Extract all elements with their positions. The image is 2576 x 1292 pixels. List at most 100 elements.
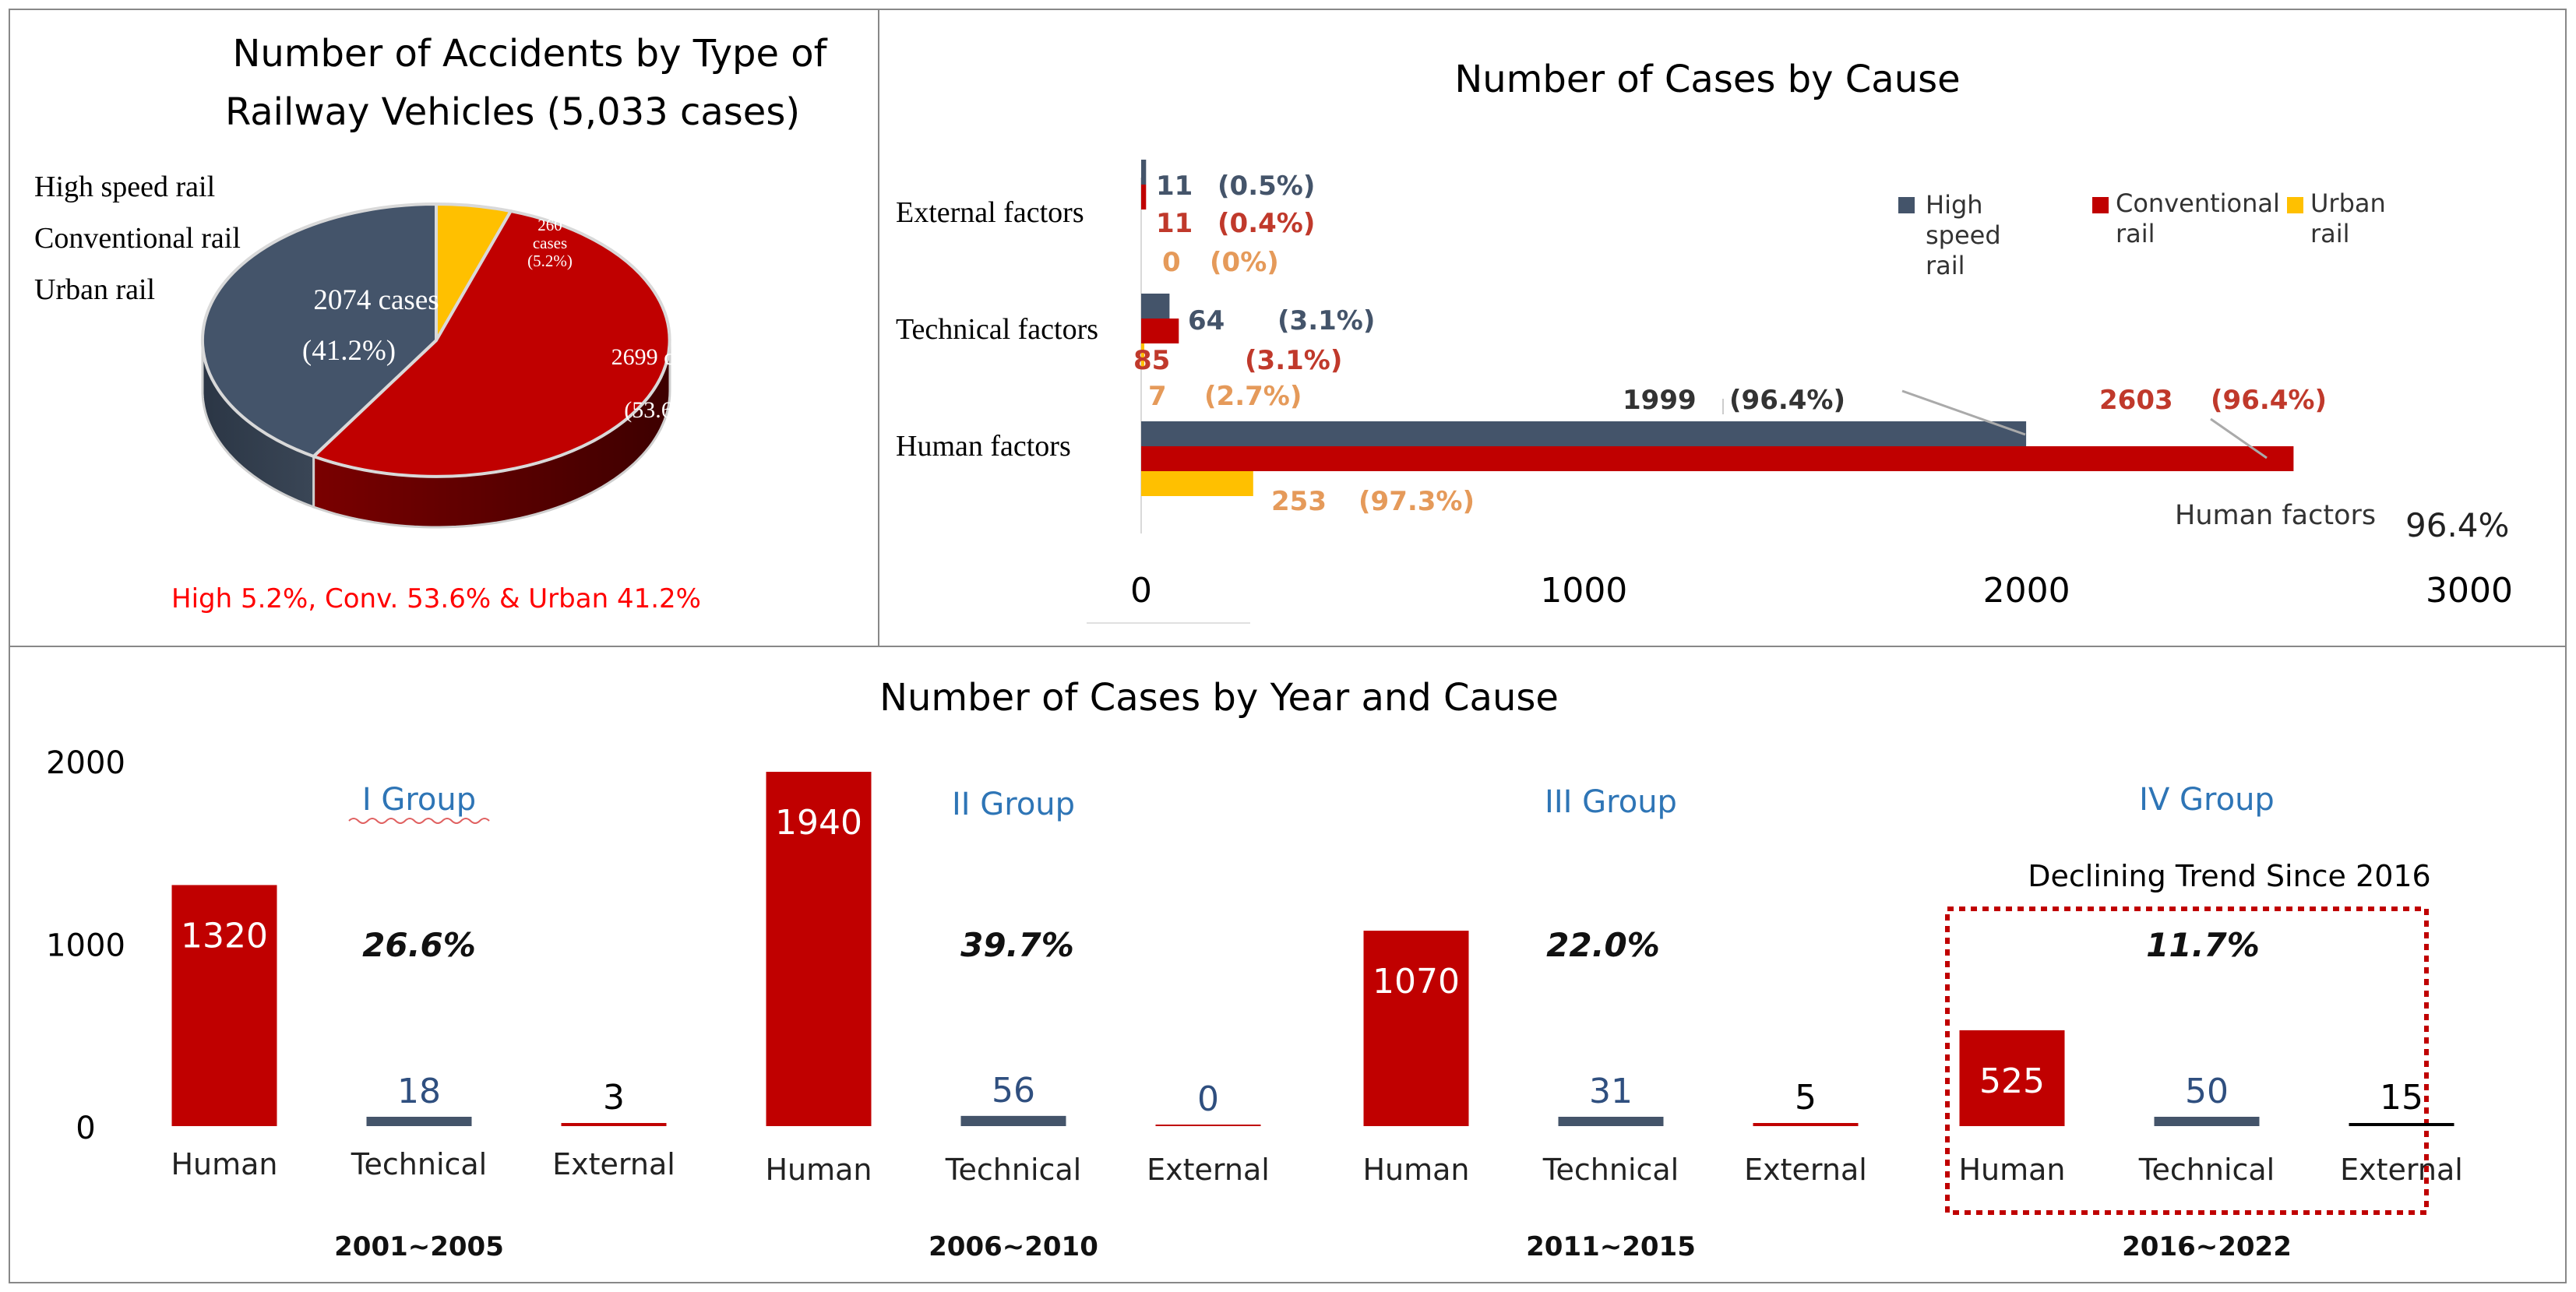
- hbar-legend-urban-1: Urban: [2310, 188, 2386, 218]
- vbar-bar-g1-external: [561, 1123, 667, 1126]
- vbar-category-g2-technical: Technical: [945, 1153, 1082, 1187]
- pie-legend-urban: Urban rail: [34, 273, 155, 306]
- hbar-legend-swatch-high: [1898, 197, 1915, 213]
- hbar-leader-conv: [2210, 417, 2268, 459]
- vbar-group-period-2: 2006~2010: [929, 1231, 1098, 1262]
- vbar-title: Number of Cases by Year and Cause: [879, 676, 1559, 720]
- pie-legend-conv: Conventional rail: [34, 222, 241, 255]
- vbar-value-g4-external: 15: [2380, 1078, 2423, 1118]
- vbar-category-g3-external: External: [1744, 1153, 1867, 1187]
- hbar-annotation-label: Human factors: [2175, 500, 2376, 531]
- vbar-value-g4-human: 525: [1979, 1061, 2045, 1101]
- hbar-title: Number of Cases by Cause: [1454, 58, 1960, 101]
- vbar-group-period-1: 2001~2005: [334, 1231, 504, 1262]
- vbar-bar-g1-technical: [366, 1117, 472, 1126]
- hbar-legend-high-1: High: [1926, 190, 1983, 220]
- vbar-value-g3-human: 1070: [1373, 962, 1460, 1002]
- hbar-external-conv-pct: (0.4%): [1218, 208, 1315, 239]
- vbar-value-g1-external: 3: [603, 1078, 625, 1118]
- hbar-category-human: Human factors: [896, 430, 1071, 463]
- vbar-group-period-4: 2016~2022: [2122, 1231, 2292, 1262]
- hbar-human-urban: [1141, 471, 1253, 496]
- vbar-group-share-4: 11.7%: [2146, 926, 2260, 964]
- pie-label-urban-2: cases: [533, 234, 567, 252]
- hbar-technical-high-pct: (3.1%): [1277, 305, 1375, 336]
- hbar-external-high-value: 11: [1156, 171, 1193, 202]
- hbar-external-urban-pct: (0%): [1210, 247, 1279, 278]
- hbar-human-conv-pct: (96.4%): [2211, 385, 2327, 416]
- pie-legend-high: High speed rail: [34, 171, 215, 203]
- vbar-group-title-4: IV Group: [2139, 782, 2275, 818]
- vbar-ytick-2000: 2000: [46, 745, 125, 781]
- hbar-xtick-2000: 2000: [1983, 571, 2070, 611]
- hbar-human-urban-value: 253: [1271, 486, 1327, 517]
- hbar-legend-swatch-conv: [2092, 197, 2109, 213]
- pie-note: High 5.2%, Conv. 53.6% & Urban 41.2%: [171, 583, 701, 614]
- hbar-legend-high-3: rail: [1926, 251, 1965, 280]
- vbar-bar-g4-technical: [2154, 1117, 2260, 1126]
- cause-bar-chart: Number of Cases by Cause External factor…: [896, 58, 2513, 624]
- hbar-leader-high: [1901, 389, 2026, 436]
- hbar-human-conv-value: 2603: [2099, 385, 2173, 416]
- vbar-category-g1-human: Human: [171, 1147, 277, 1181]
- hbar-legend-high-2: speed: [1926, 220, 2001, 250]
- hbar-external-high: [1141, 160, 1147, 185]
- hbar-technical-high-value: 64: [1188, 305, 1225, 336]
- vbar-bar-g4-external: [2349, 1123, 2454, 1126]
- hbar-technical-urban: [1141, 343, 1144, 368]
- vbar-bar-g3-technical: [1558, 1117, 1664, 1126]
- hbar-legend-conv-1: Conventional: [2116, 188, 2280, 218]
- vbar-category-g2-external: External: [1147, 1153, 1270, 1187]
- vbar-category-g4-human: Human: [1958, 1153, 2065, 1187]
- vbar-group-title-2: II Group: [952, 787, 1075, 822]
- hbar-human-high: [1141, 421, 2027, 446]
- year-cause-bar-chart: Number of Cases by Year and Cause Declin…: [46, 676, 2463, 1262]
- vbar-ytick-1000: 1000: [46, 928, 125, 964]
- hbar-human-urban-pct: (97.3%): [1358, 486, 1475, 517]
- vbar-bar-g2-external: [1155, 1125, 1261, 1126]
- pie-chart: Number of Accidents by Type of Railway V…: [34, 32, 828, 614]
- hbar-technical-conv-value: 85: [1133, 345, 1170, 376]
- pie-slice-conv: [312, 209, 671, 478]
- hbar-xtick-0: 0: [1130, 571, 1152, 611]
- vbar-ytick-0: 0: [76, 1111, 95, 1146]
- vbar-value-g1-technical: 18: [397, 1072, 441, 1111]
- vbar-group-title-3: III Group: [1545, 784, 1677, 820]
- vbar-group-period-3: 2011~2015: [1526, 1231, 1696, 1262]
- hbar-technical-conv: [1141, 319, 1179, 343]
- vbar-category-g4-technical: Technical: [2138, 1153, 2275, 1187]
- vbar-bar-g4-human: [1959, 1030, 2065, 1126]
- hbar-technical-urban-pct: (2.7%): [1204, 381, 1302, 412]
- hbar-technical-urban-value: 7: [1148, 381, 1167, 412]
- vbar-bar-g1-human: [171, 885, 277, 1126]
- hbar-technical-conv-pct: (3.1%): [1245, 345, 1342, 376]
- pie-label-conv-1: 2699 cases: [611, 344, 714, 370]
- vbar-category-g4-external: External: [2340, 1153, 2463, 1187]
- vbar-value-g2-external: 0: [1197, 1079, 1219, 1119]
- hbar-external-high-pct: (0.5%): [1218, 171, 1315, 202]
- pie-slice-high: [200, 202, 438, 458]
- hbar-xtick-1000: 1000: [1540, 571, 1627, 611]
- vbar-trend-note: Declining Trend Since 2016: [2028, 859, 2430, 893]
- vbar-value-g1-human: 1320: [181, 916, 268, 956]
- vbar-group-title-1-spellcheck: [348, 818, 490, 824]
- vbar-category-g3-human: Human: [1362, 1153, 1469, 1187]
- vbar-category-g3-technical: Technical: [1542, 1153, 1679, 1187]
- vbar-highlight-box: [1945, 907, 2429, 1215]
- hbar-human-high-pct: (96.4%): [1729, 385, 1845, 416]
- hbar-category-technical: Technical factors: [896, 313, 1098, 346]
- hbar-category-external: External factors: [896, 196, 1084, 229]
- hbar-technical-high: [1141, 294, 1170, 319]
- vbar-category-g1-technical: Technical: [351, 1147, 488, 1181]
- pie-label-urban-3: (5.2%): [527, 252, 573, 270]
- pie-label-conv-2: (53.6%): [624, 397, 700, 423]
- vbar-group-share-3: 22.0%: [1546, 926, 1660, 964]
- vbar-value-g2-technical: 56: [992, 1071, 1035, 1111]
- pie-label-urban-1: 260: [537, 216, 562, 234]
- vbar-value-g3-external: 5: [1795, 1078, 1817, 1118]
- hbar-external-conv: [1141, 185, 1147, 209]
- vbar-value-g3-technical: 31: [1589, 1072, 1633, 1111]
- hbar-annotation-value: 96.4%: [2405, 506, 2509, 544]
- hbar-human-high-value: 1999: [1623, 385, 1697, 416]
